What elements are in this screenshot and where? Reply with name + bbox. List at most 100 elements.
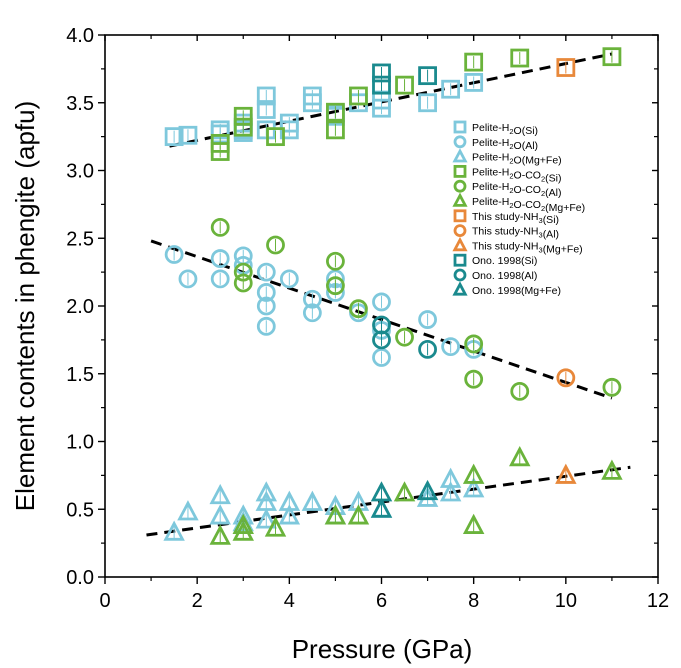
y-tick-label: 0.0: [66, 567, 94, 589]
data-point: [210, 269, 230, 289]
data-point: [256, 100, 276, 119]
data-point: [418, 93, 437, 113]
data-point: [209, 483, 231, 505]
data-point: [464, 334, 484, 354]
legend-label: Ono. 1998(Mg+Fe): [472, 285, 561, 297]
x-tick-label: 6: [376, 590, 387, 612]
data-point: [510, 48, 530, 68]
data-point: [178, 125, 198, 145]
legend-label: Ono. 1998(Si): [472, 255, 537, 267]
data-point: [326, 120, 345, 140]
data-point: [395, 327, 414, 347]
data-point: [462, 477, 485, 498]
legend-label: This study-NH3(Al): [472, 226, 559, 241]
data-point: [372, 292, 391, 312]
data-point: [462, 463, 485, 484]
data-point: [601, 459, 623, 480]
data-point: [418, 66, 437, 86]
legend-label: This study-NH3(Mg+Fe): [472, 240, 583, 255]
legend-label: Pelite-H2O(Mg+Fe): [472, 152, 562, 167]
x-tick-label: 12: [647, 590, 669, 612]
data-point: [210, 218, 230, 237]
data-point: [372, 348, 391, 367]
legend-label: Pelite-H2O(Si): [472, 122, 538, 137]
data-points: [163, 47, 623, 545]
axes: 0 2 4 6 8 10 12 0.0 0.5 1.0 1.5 2.0 2.5 3.0 3.5 4.0: [66, 25, 669, 612]
data-point: [393, 481, 416, 502]
legend-label: Pelite-H2O-CO2(Mg+Fe): [472, 196, 585, 214]
legend-label: Ono. 1998(Al): [472, 270, 537, 282]
data-point: [164, 127, 184, 147]
data-point: [164, 245, 184, 264]
legend-marker: [453, 268, 467, 282]
data-point: [464, 52, 484, 72]
data-point: [278, 490, 301, 511]
x-tick-label: 0: [99, 590, 110, 612]
data-point: [395, 75, 414, 95]
y-axis-title: Element contents in phengite (apfu): [10, 101, 40, 511]
y-tick-label: 1.0: [66, 432, 94, 454]
data-point: [370, 497, 393, 518]
data-point: [233, 273, 253, 293]
data-point: [233, 117, 253, 137]
data-point: [301, 490, 324, 511]
legend-marker: [452, 236, 468, 252]
data-point: [266, 235, 285, 255]
data-point: [326, 251, 345, 271]
x-tick-label: 10: [555, 590, 577, 612]
data-point: [326, 276, 345, 296]
data-point: [232, 513, 254, 534]
legend-label: Pelite-H2O(Al): [472, 137, 538, 152]
data-point: [302, 86, 322, 106]
y-tick-label: 2.0: [66, 296, 94, 318]
data-point: [349, 299, 368, 319]
data-point: [556, 368, 576, 388]
y-tick-label: 1.5: [66, 364, 94, 386]
x-tick-label: 2: [192, 590, 203, 612]
data-point: [349, 86, 368, 106]
data-point: [441, 79, 461, 99]
data-point: [464, 73, 484, 92]
data-point: [439, 481, 462, 502]
legend: Pelite-H2O(Si)Pelite-H2O(Al)Pelite-H2O(M…: [452, 120, 585, 297]
legend-label: Pelite-H2O-CO2(Al): [472, 181, 561, 199]
legend-marker: [453, 253, 467, 267]
data-point: [556, 58, 576, 77]
data-point: [326, 102, 345, 122]
data-point: [347, 504, 370, 525]
legend-marker: [452, 148, 468, 163]
legend-label: This study-NH3(Si): [472, 211, 559, 226]
x-axis-title: Pressure (GPa): [292, 634, 473, 664]
data-point: [372, 75, 391, 95]
legend-marker: [453, 224, 467, 238]
data-point: [418, 310, 437, 329]
data-point: [279, 269, 299, 289]
data-point: [602, 47, 622, 67]
legend-marker: [453, 179, 467, 193]
legend-label: Pelite-H2O-CO2(Si): [472, 166, 561, 184]
data-point: [177, 500, 199, 521]
data-point: [264, 516, 287, 537]
y-tick-label: 2.5: [66, 228, 94, 250]
data-point: [178, 269, 198, 289]
data-point: [210, 133, 230, 153]
data-point: [441, 337, 461, 357]
data-point: [462, 513, 485, 534]
x-tick-label: 8: [468, 590, 479, 612]
data-point: [256, 316, 276, 336]
data-point: [324, 504, 347, 525]
data-point: [256, 296, 276, 316]
data-point: [372, 330, 391, 350]
data-point: [464, 369, 484, 389]
data-point: [256, 262, 276, 282]
legend-marker: [453, 209, 467, 223]
data-point: [555, 463, 577, 484]
x-tick-label: 4: [284, 590, 295, 612]
legend-marker: [452, 281, 468, 296]
data-point: [418, 339, 437, 359]
data-point: [278, 504, 301, 525]
legend-marker: [453, 164, 467, 178]
data-point: [509, 445, 531, 467]
data-point: [602, 377, 622, 397]
